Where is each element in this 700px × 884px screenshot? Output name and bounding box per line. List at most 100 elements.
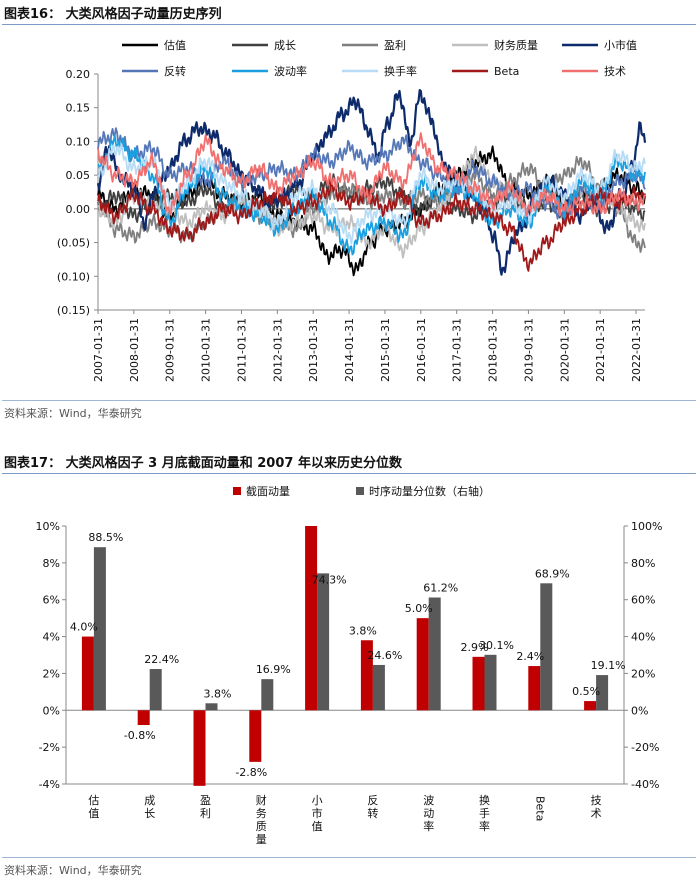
series-line-1 xyxy=(97,173,646,225)
figure17-caption: 图表17： 大类风格因子 3 月底截面动量和 2007 年以来历史分位数 xyxy=(4,456,402,471)
x-tick-label: 2012-01-31 xyxy=(271,318,284,382)
x-tick-label: 2014-01-31 xyxy=(343,318,356,382)
label-momentum-6: 5.0% xyxy=(405,602,433,615)
figure17-top-rule xyxy=(2,473,696,474)
category-label-2: 盈利 xyxy=(200,794,211,820)
label-percentile-8: 68.9% xyxy=(535,567,570,580)
category-label-9: 技术 xyxy=(591,794,602,820)
label-momentum-9: 0.5% xyxy=(572,685,600,698)
y-tick-label: 0.10 xyxy=(66,135,91,148)
figure16-source: 资料来源：Wind，华泰研究 xyxy=(4,407,142,420)
label-percentile-7: 30.1% xyxy=(479,639,514,652)
bar-momentum-8 xyxy=(528,666,541,711)
y-tick-label: 0.00 xyxy=(66,203,91,216)
legend-label-4: 小市值 xyxy=(604,38,637,52)
x-tick-label: 2021-01-31 xyxy=(594,318,607,382)
label-percentile-3: 16.9% xyxy=(256,663,291,676)
bar-momentum-4 xyxy=(305,526,318,711)
label-percentile-2: 3.8% xyxy=(204,687,232,700)
x-tick-label: 2015-01-31 xyxy=(379,318,392,382)
bar-percentile-4 xyxy=(317,573,330,711)
right-tick-label: 80% xyxy=(631,557,655,570)
bar-percentile-7 xyxy=(484,654,497,711)
left-tick-label: 4% xyxy=(43,631,60,644)
right-tick-label: 100% xyxy=(631,520,662,533)
label-momentum-7: 2.9% xyxy=(461,641,489,654)
figure17-bottom-rule xyxy=(2,857,696,858)
legend-swatch-percentile xyxy=(356,487,364,495)
bar-percentile-2 xyxy=(205,703,218,711)
bar-momentum-5 xyxy=(360,640,373,711)
label-percentile-9: 19.1% xyxy=(591,659,626,672)
y-tick-label: 0.05 xyxy=(66,169,91,182)
bar-momentum-0 xyxy=(81,636,94,711)
x-tick-label: 2010-01-31 xyxy=(200,318,213,382)
legend-label-percentile: 时序动量分位数（右轴） xyxy=(369,484,490,498)
y-tick-label: 0.15 xyxy=(66,102,91,115)
bar-momentum-6 xyxy=(416,618,429,711)
bar-percentile-5 xyxy=(372,664,385,711)
figure17-source: 资料来源：Wind，华泰研究 xyxy=(4,864,142,877)
x-tick-label: 2018-01-31 xyxy=(487,318,500,382)
legend-swatch-momentum xyxy=(233,487,241,495)
bar-percentile-6 xyxy=(428,597,441,711)
series-line-9 xyxy=(97,132,646,217)
legend-label-6: 波动率 xyxy=(274,64,307,78)
left-tick-label: 10% xyxy=(36,520,60,533)
bar-momentum-9 xyxy=(584,701,597,711)
x-tick-label: 2007-01-31 xyxy=(92,318,105,382)
x-tick-label: 2020-01-31 xyxy=(558,318,571,382)
figure16-caption: 图表16： 大类风格因子动量历史序列 xyxy=(4,7,222,22)
series-line-7 xyxy=(97,143,646,245)
y-tick-label: (0.10) xyxy=(57,270,90,283)
legend-label-3: 财务质量 xyxy=(494,38,538,52)
x-tick-label: 2022-01-31 xyxy=(630,318,643,382)
left-tick-label: 6% xyxy=(43,594,60,607)
legend-label-2: 盈利 xyxy=(384,39,406,52)
label-percentile-4: 74.3% xyxy=(312,573,347,586)
bar-percentile-8 xyxy=(540,583,553,711)
category-label-0: 估值 xyxy=(88,794,99,820)
right-tick-label: -20% xyxy=(631,741,659,754)
bar-momentum-1 xyxy=(137,710,150,726)
bar-momentum-7 xyxy=(472,656,485,711)
left-tick-label: 8% xyxy=(43,557,60,570)
legend-label-5: 反转 xyxy=(164,64,186,78)
category-label-4: 小市值 xyxy=(312,794,323,833)
left-tick-label: -2% xyxy=(39,741,60,754)
bar-percentile-9 xyxy=(596,675,609,711)
x-tick-label: 2019-01-31 xyxy=(522,318,535,382)
label-percentile-6: 61.2% xyxy=(423,582,458,595)
label-percentile-1: 22.4% xyxy=(144,653,179,666)
category-label-5: 反转 xyxy=(367,794,378,820)
bar-momentum-2 xyxy=(193,710,206,786)
category-label-3: 财务质量 xyxy=(256,793,267,846)
x-tick-label: 2008-01-31 xyxy=(128,318,141,382)
label-percentile-0: 88.5% xyxy=(88,531,123,544)
label-percentile-5: 24.6% xyxy=(367,649,402,662)
label-momentum-8: 2.4% xyxy=(516,650,544,663)
right-tick-label: -40% xyxy=(631,778,659,791)
label-momentum-0: 4.0% xyxy=(70,621,98,634)
legend-label-7: 换手率 xyxy=(384,64,417,78)
figure16-top-rule xyxy=(2,24,696,25)
legend-label-0: 估值 xyxy=(164,39,186,52)
bar-chart: 截面动量 时序动量分位数（右轴） 10% 8% 6% 4% 2% 0% -2% -4% 100% 80… xyxy=(36,484,663,846)
right-tick-label: 60% xyxy=(631,594,655,607)
y-tick-label: (0.05) xyxy=(57,237,90,250)
right-tick-label: 40% xyxy=(631,631,655,644)
series-line-4 xyxy=(96,89,647,276)
legend-label-momentum: 截面动量 xyxy=(246,484,290,498)
figure16-bottom-rule xyxy=(2,400,696,401)
x-tick-label: 2017-01-31 xyxy=(451,318,464,382)
legend-label-9: 技术 xyxy=(604,65,626,78)
bar-percentile-3 xyxy=(261,679,274,711)
bar-momentum-3 xyxy=(249,710,262,762)
right-tick-label: 20% xyxy=(631,667,655,680)
x-tick-label: 2011-01-31 xyxy=(235,318,248,382)
x-tick-label: 2009-01-31 xyxy=(164,318,177,382)
x-tick-label: 2013-01-31 xyxy=(307,318,320,382)
label-momentum-1: -0.8% xyxy=(124,729,156,742)
category-label-8: Beta xyxy=(533,796,546,821)
